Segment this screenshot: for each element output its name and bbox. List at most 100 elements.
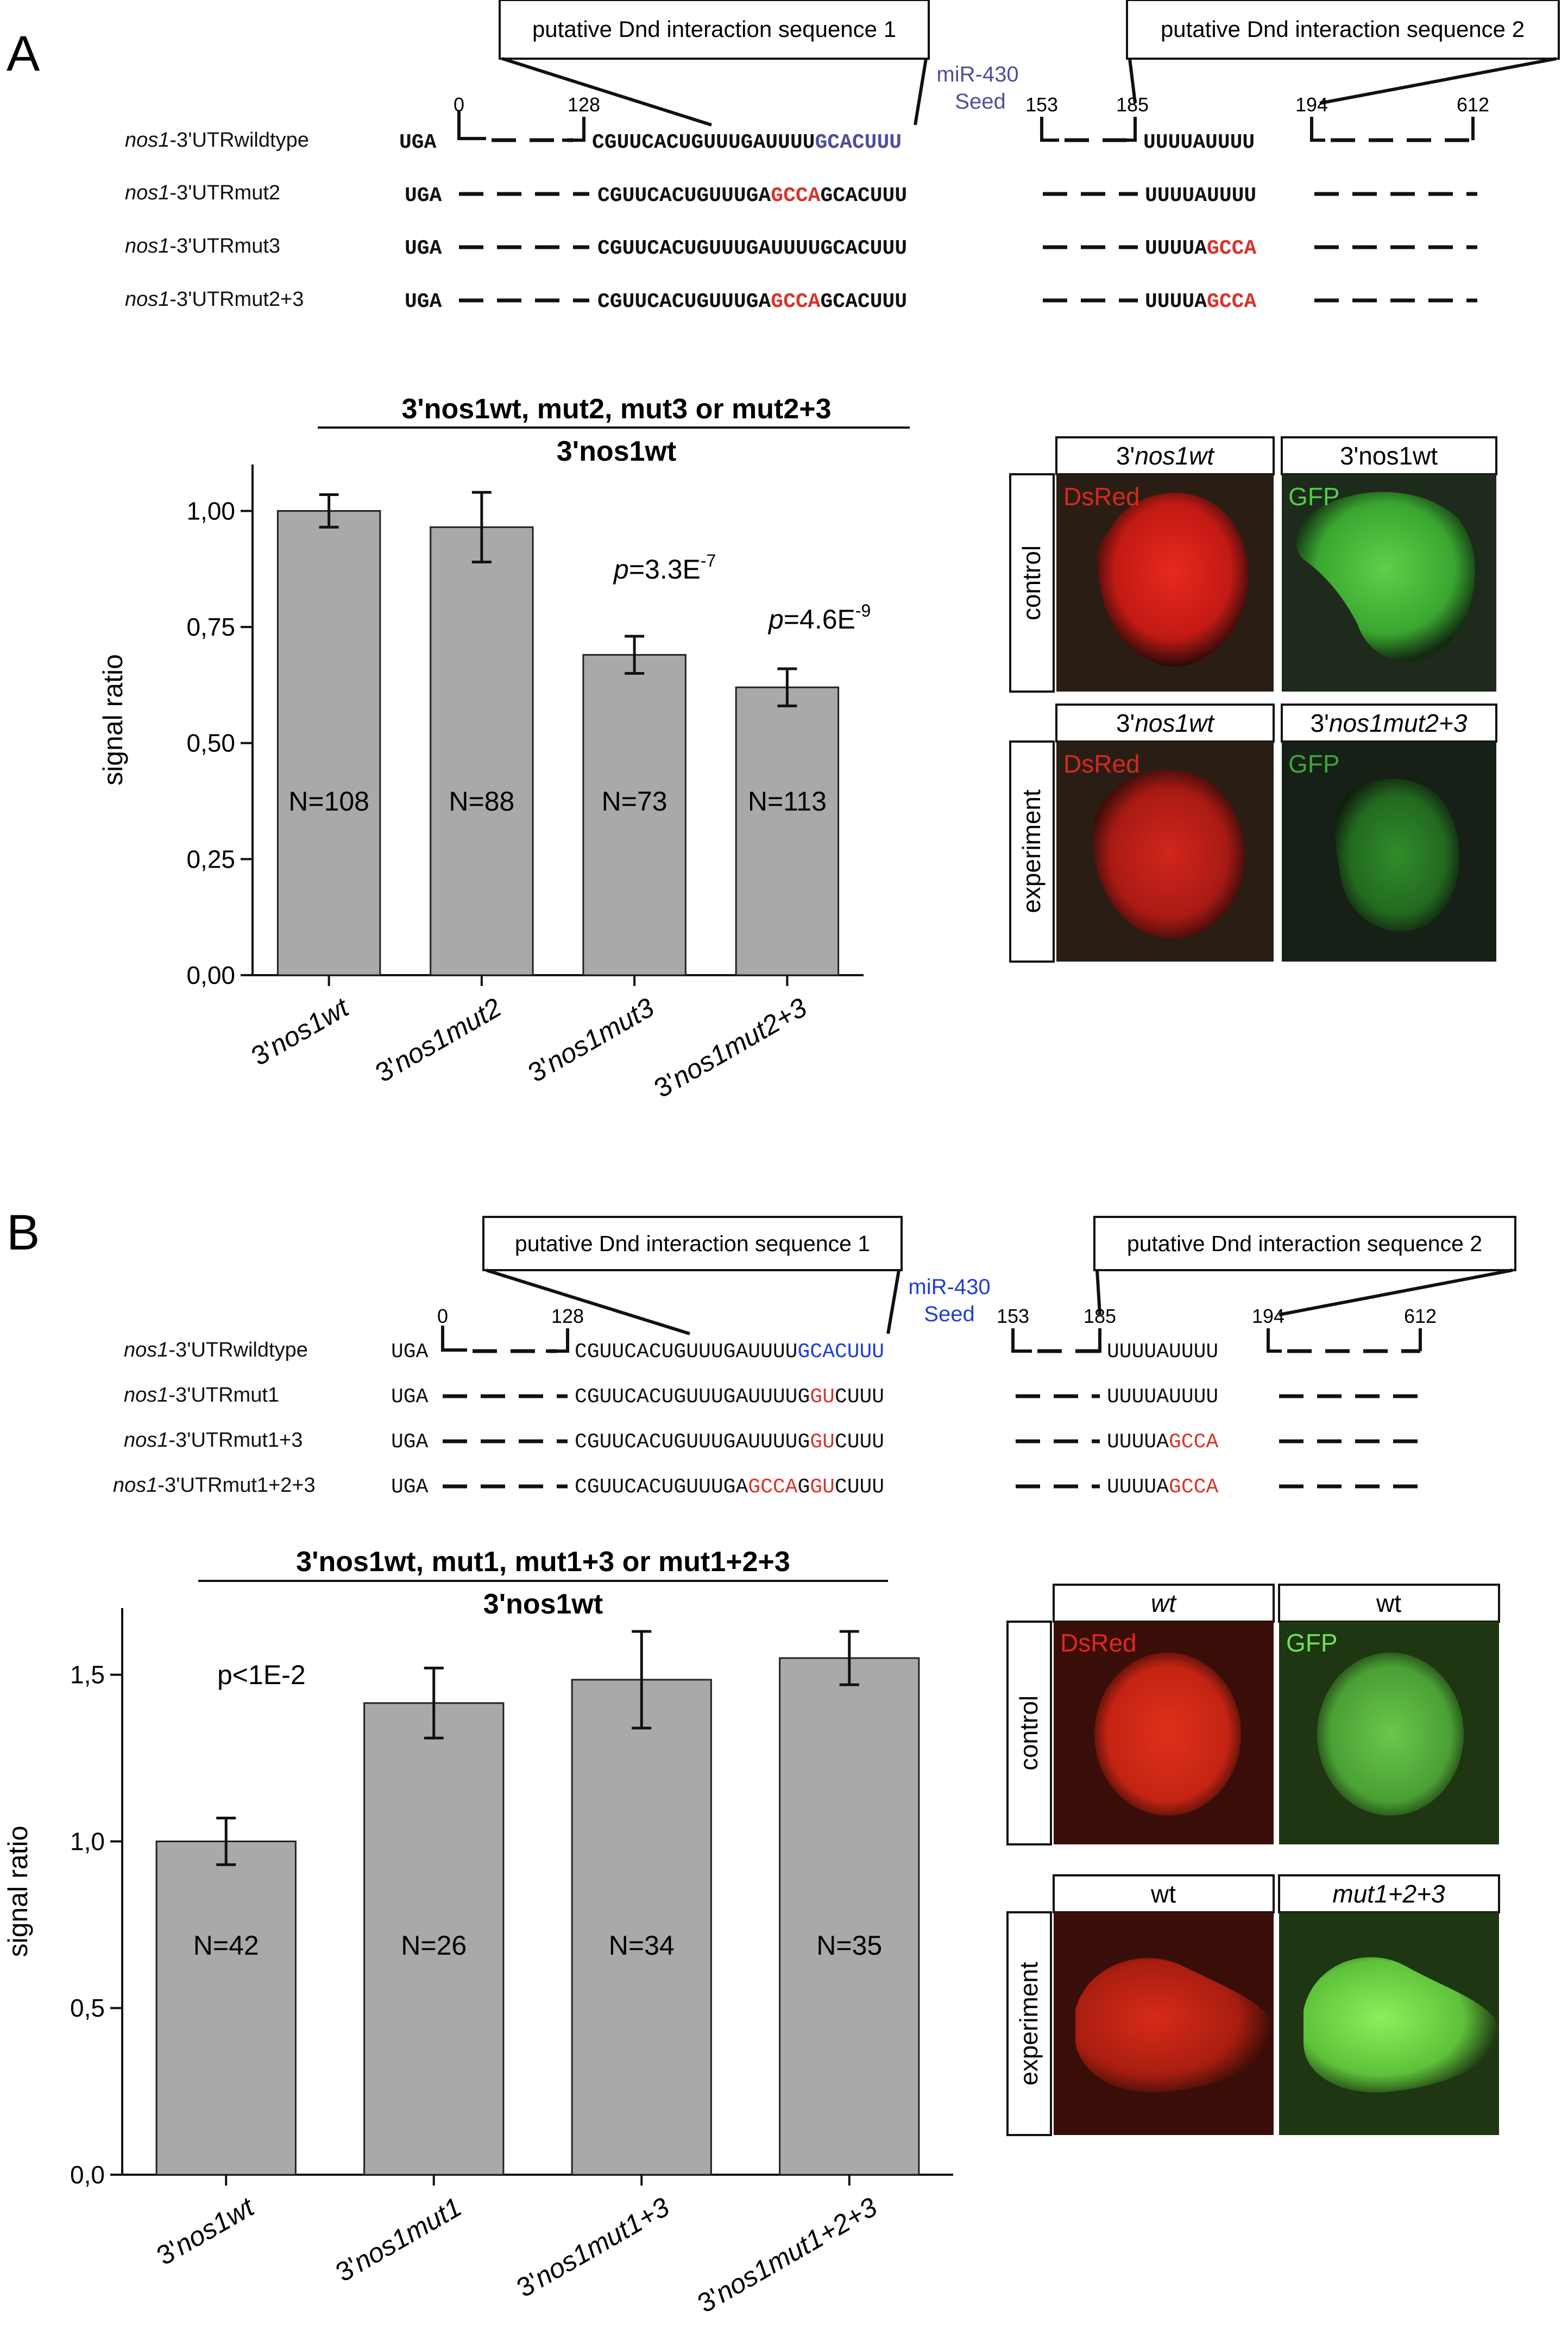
row-label: nos1-3'UTRwildtype: [125, 129, 309, 152]
pos-bracket: [1267, 1328, 1282, 1353]
y-tick-label: 1,00: [186, 497, 235, 525]
seq-text: CGUUCACUGUUUGAGCCAGGUCUUU: [575, 1476, 884, 1499]
x-tick-label: 3'nos1mut2: [370, 992, 507, 1088]
y-tick-label: 0,5: [70, 1994, 105, 2022]
x-tick-label: 3'nos1mut2+3: [649, 992, 812, 1104]
n-label: N=34: [609, 1930, 675, 1961]
seq-text: UUUUAUUUU: [1107, 1385, 1218, 1409]
bar: [363, 1702, 505, 2176]
row-label-box: [1006, 1911, 1052, 2136]
image-header: 3'nos1wt: [1116, 709, 1215, 737]
bar: [582, 654, 687, 976]
seq-text: UUUUAUUUU: [1143, 131, 1255, 154]
bar: [779, 1657, 920, 2176]
channel-tag: GFP: [1286, 1629, 1338, 1657]
pos-label: 0: [437, 1305, 448, 1327]
channel-tag: GFP: [1288, 750, 1340, 778]
seq-text: UUUUAGCCA: [1107, 1476, 1218, 1499]
seq-text: UUUUAUUUU: [1107, 1340, 1218, 1364]
y-axis-label: signal ratio: [98, 654, 128, 786]
pos-label: 153: [997, 1305, 1029, 1327]
row-label: nos1-3'UTRmut1+2+3: [113, 1474, 316, 1497]
seq-text: UUUUAUUUU: [1145, 184, 1256, 208]
x-tick-label: 3'nos1mut1: [331, 2192, 467, 2288]
callout-box-1: [499, 0, 930, 60]
channel-tag: DsRed: [1063, 750, 1140, 778]
image-header: wt: [1150, 1880, 1176, 1908]
row-label-control: control: [1017, 545, 1046, 620]
seq-text: UGA: [405, 237, 442, 260]
seq-text: UGA: [405, 184, 442, 208]
sequence-row-labels-b: nos1-3'UTRwildtype nos1-3'UTRmut1 nos1-3…: [113, 1339, 316, 1497]
y-tick-label: 0,25: [186, 845, 235, 873]
image-header-box: [1055, 436, 1275, 475]
pos-bracket: [1124, 117, 1137, 142]
callout-box-2: [1093, 1216, 1516, 1271]
seq-text: UUUUAGCCA: [1107, 1430, 1218, 1454]
pos-label: 128: [568, 93, 600, 116]
seq-text: CGUUCACUGUUUGAGCCAGCACUUU: [597, 290, 907, 313]
cell-green: [1296, 492, 1475, 662]
bar: [276, 510, 381, 976]
p-value: p=4.6E-9: [767, 601, 871, 635]
sequence-row-labels-a: nos1-3'UTRwildtype nos1-3'UTRmut2 nos1-3…: [125, 129, 309, 311]
callout-line: [1095, 1270, 1101, 1315]
seq-text: UGA: [405, 290, 442, 313]
pos-bracket: [1011, 1328, 1032, 1353]
callout-box-2-label: putative Dnd interaction sequence 2: [1161, 16, 1525, 42]
pos-label: 612: [1404, 1305, 1437, 1327]
x-tick-label: 3'nos1mut1+3: [512, 2192, 675, 2303]
p-value: p<1E-2: [217, 1660, 306, 1690]
seq-text: UGA: [391, 1385, 429, 1409]
bar-chart-b: 0,0 0,5 1,0 1,5 signal ratio N=42 3'nos1wt N=26…: [3, 1608, 953, 2319]
seq-text: CGUUCACUGUUUGAUUUUGGUCUUU: [575, 1430, 884, 1454]
y-tick-label: 0,0: [70, 2161, 105, 2189]
seq-text: UGA: [391, 1430, 429, 1454]
callout-box-1-label: putative Dnd interaction sequence 1: [515, 1231, 870, 1256]
cell-green: [1317, 1653, 1464, 1816]
row-label-control: control: [1015, 1696, 1043, 1771]
callout-line: [1279, 1269, 1513, 1316]
image-header-box: [1281, 436, 1497, 475]
n-label: N=26: [401, 1930, 467, 1961]
n-label: N=113: [748, 786, 827, 817]
n-label: N=35: [816, 1930, 882, 1961]
sequences-b: UGA CGUUCACUGUUUGAUUUUGCACUUU UUUUAUUUU …: [391, 1326, 1423, 1499]
row-label: nos1-3'UTRmut1: [124, 1384, 279, 1407]
row-label-box: [1006, 1621, 1052, 1845]
x-tick-label: 3'nos1mut1+2+3: [692, 2192, 882, 2319]
row-label: nos1-3'UTRmut2: [125, 181, 280, 204]
seq-text: CGUUCACUGUUUGAUUUUGCACUUU: [597, 237, 907, 260]
callout-box-1-label: putative Dnd interaction sequence 1: [532, 16, 896, 42]
pos-bracket: [441, 1326, 467, 1352]
image-panel-a: control experiment 3'nos1wt 3'nos1wt DsR…: [1009, 436, 1497, 963]
seq-text: UGA: [399, 131, 437, 154]
row-label: nos1-3'UTRwildtype: [124, 1339, 308, 1361]
channel-tag: GFP: [1288, 482, 1340, 511]
pos-bracket: [562, 117, 585, 142]
n-label: N=88: [449, 786, 514, 817]
row-label-box: [1009, 740, 1055, 963]
pos-bracket: [1089, 1328, 1101, 1353]
seq-text: CGUUCACUGUUUGAUUUUGCACUUU: [575, 1340, 884, 1364]
cell-green: [1335, 779, 1460, 932]
cell-red: [1094, 1653, 1241, 1816]
cell-green: [1303, 1957, 1499, 2093]
seq-text: UGA: [391, 1476, 429, 1499]
image-header: 3'nos1wt: [1340, 442, 1438, 470]
callout-line: [486, 1269, 690, 1335]
x-tick-label: 3'nos1wt: [152, 2191, 260, 2271]
row-label-box: [1009, 473, 1055, 693]
channel-tag: DsRed: [1063, 482, 1140, 511]
seq-text: CGUUCACUGUUUGAGCCAGCACUUU: [597, 184, 907, 208]
callout-line: [502, 57, 712, 127]
callout-box-1: [482, 1216, 903, 1271]
p-value: p=3.3E-7: [613, 551, 716, 585]
image-header: wt: [1376, 1589, 1401, 1617]
seq-text: CGUUCACUGUUUGAUUUUGGUCUUU: [575, 1385, 884, 1409]
cell-red: [1092, 769, 1245, 939]
n-label: N=73: [602, 786, 667, 817]
seed-label-2: Seed: [955, 90, 1005, 114]
image-header: mut1+2+3: [1332, 1880, 1445, 1908]
